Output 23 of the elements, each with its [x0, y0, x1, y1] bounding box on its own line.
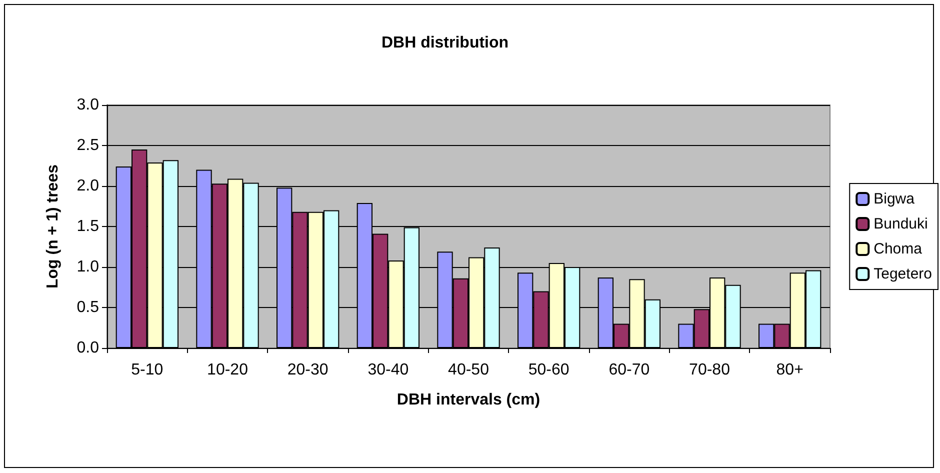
- legend-label: Tegetero: [874, 266, 932, 282]
- y-tick-label: 3.0: [76, 96, 100, 114]
- x-tick-label: 60-70: [608, 362, 650, 378]
- x-tick-label: 40-50: [448, 362, 490, 378]
- legend-label: Bunduki: [874, 216, 928, 232]
- y-tick-label: 2.5: [76, 137, 100, 154]
- y-axis-title: Log (n + 1) trees: [44, 164, 62, 289]
- x-tick-label: 20-30: [287, 362, 328, 378]
- y-tick-label: 2.0: [76, 178, 100, 194]
- x-tick-label: 70-80: [689, 362, 730, 378]
- x-tick-label: 80+: [776, 362, 804, 378]
- chart-title: DBH distribution: [381, 34, 509, 52]
- y-tick-label: 1.5: [76, 218, 100, 235]
- legend-label: Bigwa: [874, 190, 916, 208]
- y-tick-label: 0.0: [76, 340, 100, 356]
- legend-label: Choma: [874, 240, 923, 258]
- x-axis-title: DBH intervals (cm): [396, 392, 540, 408]
- x-tick-label: 50-60: [528, 362, 570, 378]
- x-tick-label: 5-10: [131, 362, 164, 378]
- x-tick-label: 30-40: [368, 362, 409, 378]
- y-tick-label: 0.5: [76, 299, 100, 316]
- y-tick-label: 1.0: [76, 258, 100, 276]
- x-tick-label: 10-20: [207, 362, 248, 378]
